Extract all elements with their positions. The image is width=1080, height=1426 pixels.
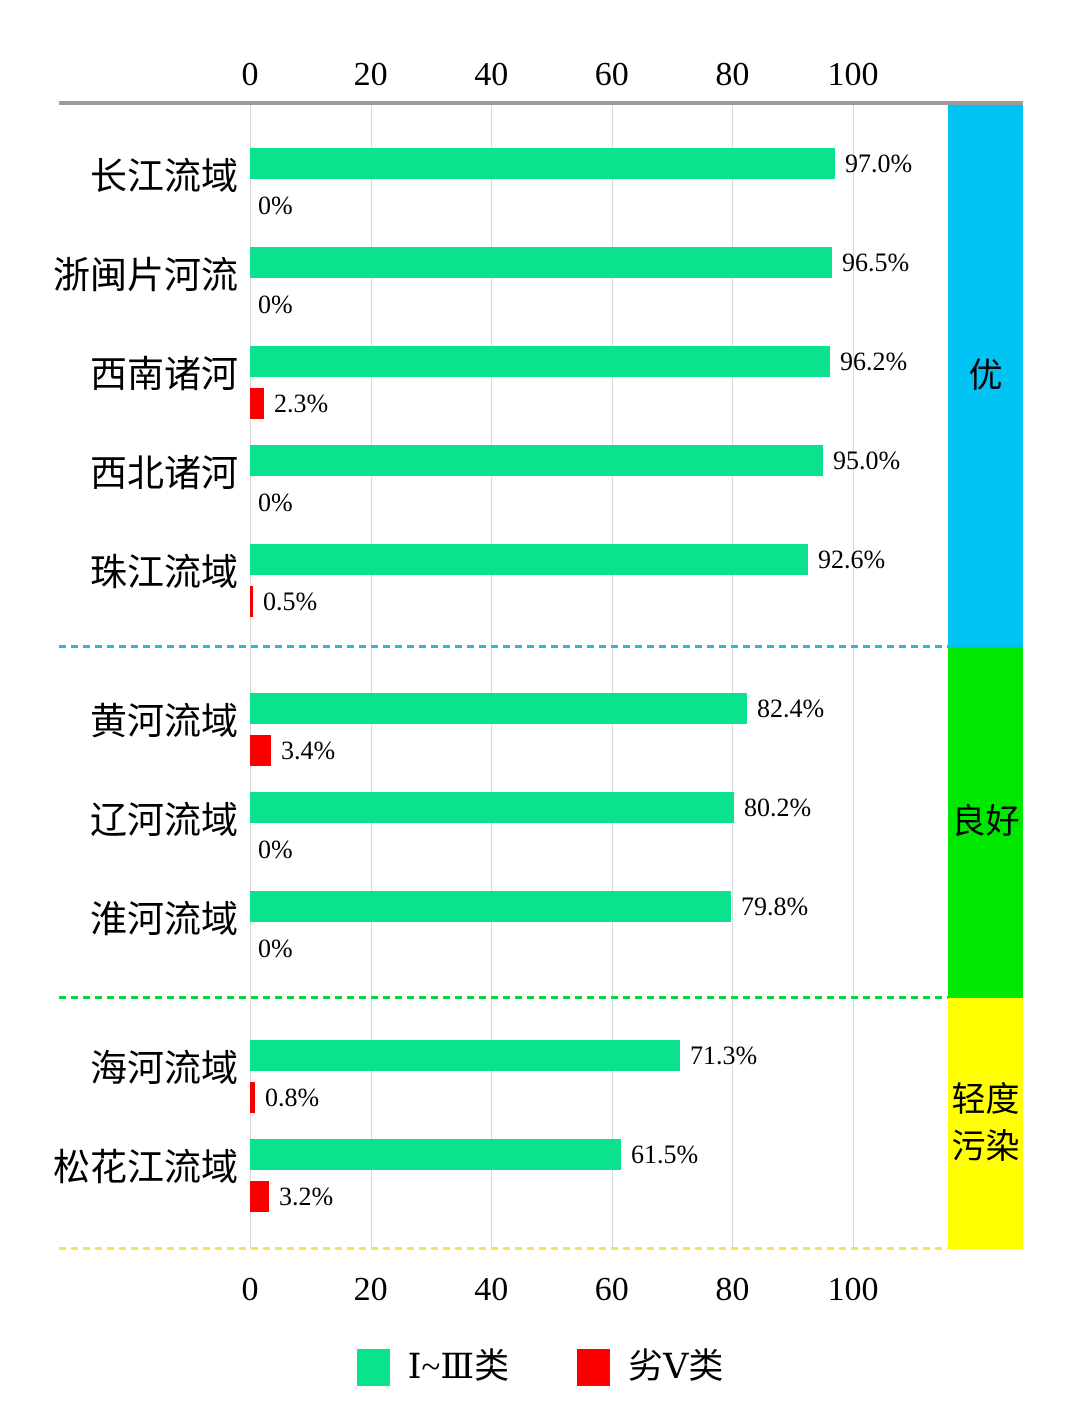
- value-label-inferior-v: 0.5%: [263, 587, 318, 616]
- x-tick-top: 60: [594, 56, 629, 93]
- group-divider-excellent: [59, 645, 948, 648]
- value-label-class-i-iii: 61.5%: [631, 1140, 699, 1169]
- x-tick-top: 80: [715, 56, 750, 93]
- bar-inferior-v: [250, 1082, 255, 1113]
- gridline: [250, 105, 251, 1249]
- value-label-class-i-iii: 79.8%: [741, 892, 809, 921]
- bar-class-i-iii: [250, 544, 808, 575]
- gridline: [371, 105, 372, 1249]
- value-label-inferior-v: 0%: [258, 835, 293, 864]
- x-tick-bottom: 60: [594, 1271, 629, 1308]
- legend-swatch-inferior-v-icon: [577, 1348, 611, 1386]
- value-label-inferior-v: 3.2%: [279, 1182, 334, 1211]
- value-label-inferior-v: 2.3%: [274, 389, 329, 418]
- band-excellent: 优: [948, 105, 1023, 647]
- legend-item-inferior-v: 劣Ⅴ类: [577, 1348, 723, 1386]
- gridline: [612, 105, 613, 1249]
- value-label-inferior-v: 0%: [258, 488, 293, 517]
- legend-swatch-class-i-iii-icon: [356, 1348, 390, 1386]
- x-tick-top: 40: [474, 56, 509, 93]
- x-tick-bottom: 20: [353, 1271, 388, 1308]
- category-label: 珠江流域: [90, 553, 238, 594]
- top-axis-line: [59, 101, 1023, 105]
- value-label-inferior-v: 0%: [258, 934, 293, 963]
- bar-class-i-iii: [250, 1040, 680, 1071]
- band-label-good: 良好: [951, 804, 1020, 841]
- category-label: 西北诸河: [90, 454, 238, 495]
- value-label-class-i-iii: 71.3%: [690, 1041, 758, 1070]
- category-label: 西南诸河: [90, 355, 238, 396]
- legend-label-class-i-iii: Ⅰ~Ⅲ类: [407, 1347, 510, 1386]
- band-good: 良好: [948, 647, 1023, 998]
- band-light-pollution: 轻度 污染: [948, 998, 1023, 1249]
- bar-class-i-iii: [250, 693, 747, 724]
- category-label: 长江流域: [90, 157, 238, 198]
- bar-class-i-iii: [250, 445, 823, 476]
- band-label-light-pollution: 污染: [951, 1128, 1020, 1166]
- bar-inferior-v: [250, 388, 264, 419]
- bar-class-i-iii: [250, 792, 734, 823]
- bar-inferior-v: [250, 735, 271, 766]
- bar-class-i-iii: [250, 148, 835, 179]
- value-label-inferior-v: 3.4%: [281, 736, 336, 765]
- bar-inferior-v: [250, 1181, 269, 1212]
- x-tick-bottom: 80: [715, 1271, 750, 1308]
- value-label-class-i-iii: 96.2%: [840, 347, 908, 376]
- x-tick-top: 100: [827, 56, 879, 93]
- bar-class-i-iii: [250, 891, 731, 922]
- gridline: [853, 105, 854, 1249]
- value-label-class-i-iii: 80.2%: [744, 793, 812, 822]
- band-label-light-pollution: 轻度: [951, 1081, 1020, 1119]
- x-tick-bottom: 40: [474, 1271, 509, 1308]
- value-label-inferior-v: 0.8%: [265, 1083, 320, 1112]
- x-tick-bottom: 0: [241, 1271, 259, 1308]
- gridline: [491, 105, 492, 1249]
- legend-label-inferior-v: 劣Ⅴ类: [628, 1347, 724, 1386]
- bar-class-i-iii: [250, 247, 832, 278]
- value-label-inferior-v: 0%: [258, 290, 293, 319]
- bar-class-i-iii: [250, 346, 830, 377]
- x-tick-top: 0: [241, 56, 259, 93]
- group-divider-good: [59, 996, 948, 999]
- category-label: 海河流域: [90, 1049, 238, 1090]
- value-label-class-i-iii: 92.6%: [818, 545, 886, 574]
- legend-item-class-i-iii: Ⅰ~Ⅲ类: [356, 1347, 510, 1386]
- legend: Ⅰ~Ⅲ类 劣Ⅴ类: [0, 1348, 1080, 1386]
- x-tick-bottom: 100: [827, 1271, 879, 1308]
- value-label-class-i-iii: 97.0%: [845, 149, 913, 178]
- category-label: 淮河流域: [90, 900, 238, 941]
- category-label: 辽河流域: [90, 801, 238, 842]
- value-label-inferior-v: 0%: [258, 191, 293, 220]
- x-tick-top: 20: [353, 56, 388, 93]
- category-label: 浙闽片河流: [53, 256, 238, 297]
- gridline: [732, 105, 733, 1249]
- bar-inferior-v: [250, 586, 253, 617]
- value-label-class-i-iii: 95.0%: [833, 446, 901, 475]
- category-label: 黄河流域: [90, 702, 238, 743]
- band-label-excellent: 优: [968, 357, 1003, 395]
- group-divider-light-pollution: [59, 1247, 948, 1250]
- bar-class-i-iii: [250, 1139, 621, 1170]
- value-label-class-i-iii: 96.5%: [842, 248, 910, 277]
- category-label: 松花江流域: [53, 1148, 238, 1189]
- value-label-class-i-iii: 82.4%: [757, 694, 825, 723]
